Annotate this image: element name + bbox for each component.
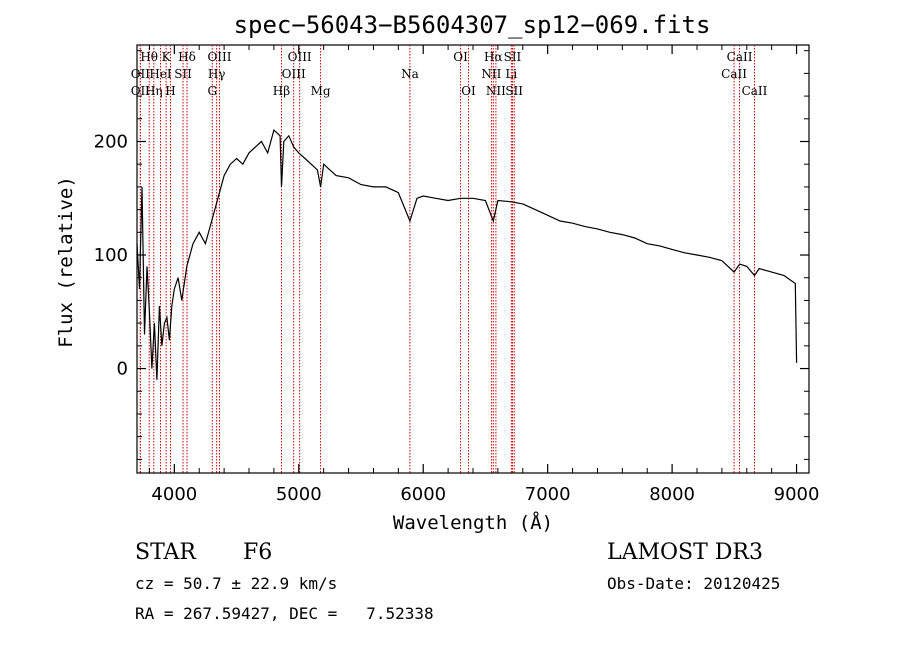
- subclass: F6: [243, 540, 272, 565]
- spectral-line-label: OII: [131, 67, 151, 81]
- spectral-line-label: Na: [401, 67, 419, 81]
- spectral-line-label: Hα: [484, 50, 503, 64]
- spectral-line-label: SII: [504, 50, 522, 64]
- spectral-line-label: H: [165, 84, 175, 98]
- axis-tick-labels: 4000 5000 6000 7000 8000 9000 0 100 200: [94, 131, 820, 505]
- x-tick-label: 9000: [774, 484, 820, 505]
- spectral-line-markers: [139, 45, 755, 473]
- spectral-line-label: NII: [481, 67, 501, 81]
- object-class: STAR: [135, 540, 197, 565]
- y-tick-label: 0: [117, 359, 128, 380]
- spectral-line-label: Hγ: [208, 67, 226, 81]
- spectral-line-label: K: [162, 50, 172, 64]
- plot-frame: [136, 44, 810, 474]
- spectral-line-label: SII: [174, 67, 192, 81]
- spectral-line-label: OIII: [207, 50, 231, 64]
- axis-ticks: [137, 45, 809, 473]
- flux-series-line: [136, 128, 798, 380]
- coordinates: RA = 267.59427, DEC = 7.52338: [135, 604, 434, 623]
- spectral-line-label: HeI: [149, 67, 172, 81]
- y-tick-label: 200: [94, 131, 128, 152]
- spectral-line-label: Hδ: [178, 50, 196, 64]
- survey-name: LAMOST DR3: [607, 540, 763, 565]
- x-axis-title: Wavelength (Å): [393, 511, 553, 534]
- spectral-line-label: CaII: [727, 50, 753, 64]
- observation-date: Obs-Date: 20120425: [607, 574, 780, 593]
- spectral-line-label: Hη: [145, 84, 163, 98]
- spectral-line-label: SII: [505, 84, 523, 98]
- redshift-value: cz = 50.7 ± 22.9 km/s: [135, 574, 337, 593]
- chart-title: spec−56043−B5604307_sp12−069.fits: [234, 11, 711, 39]
- spectral-line-label: CaII: [721, 67, 747, 81]
- y-axis-title: Flux (relative): [55, 176, 77, 348]
- spectral-line-label: G: [207, 84, 217, 98]
- spectral-line-label: Hβ: [273, 84, 290, 98]
- spectral-line-label: NII: [486, 84, 506, 98]
- x-tick-label: 8000: [649, 484, 695, 505]
- spectral-line-label: OI: [453, 50, 468, 64]
- x-tick-label: 7000: [525, 484, 571, 505]
- x-tick-label: 6000: [400, 484, 446, 505]
- spectral-line-label: Mg: [311, 84, 331, 98]
- y-tick-label: 100: [94, 245, 128, 266]
- spectral-line-label: Hθ: [140, 50, 158, 64]
- spectral-line-label: OIII: [288, 50, 312, 64]
- spectral-line-label: OII: [131, 84, 151, 98]
- spectral-line-label: CaII: [742, 84, 768, 98]
- spectral-line-label: OI: [461, 84, 476, 98]
- spectral-line-label: Li: [505, 67, 517, 81]
- x-tick-label: 5000: [276, 484, 322, 505]
- x-tick-label: 4000: [151, 484, 197, 505]
- spectral-line-label: OIII: [282, 67, 306, 81]
